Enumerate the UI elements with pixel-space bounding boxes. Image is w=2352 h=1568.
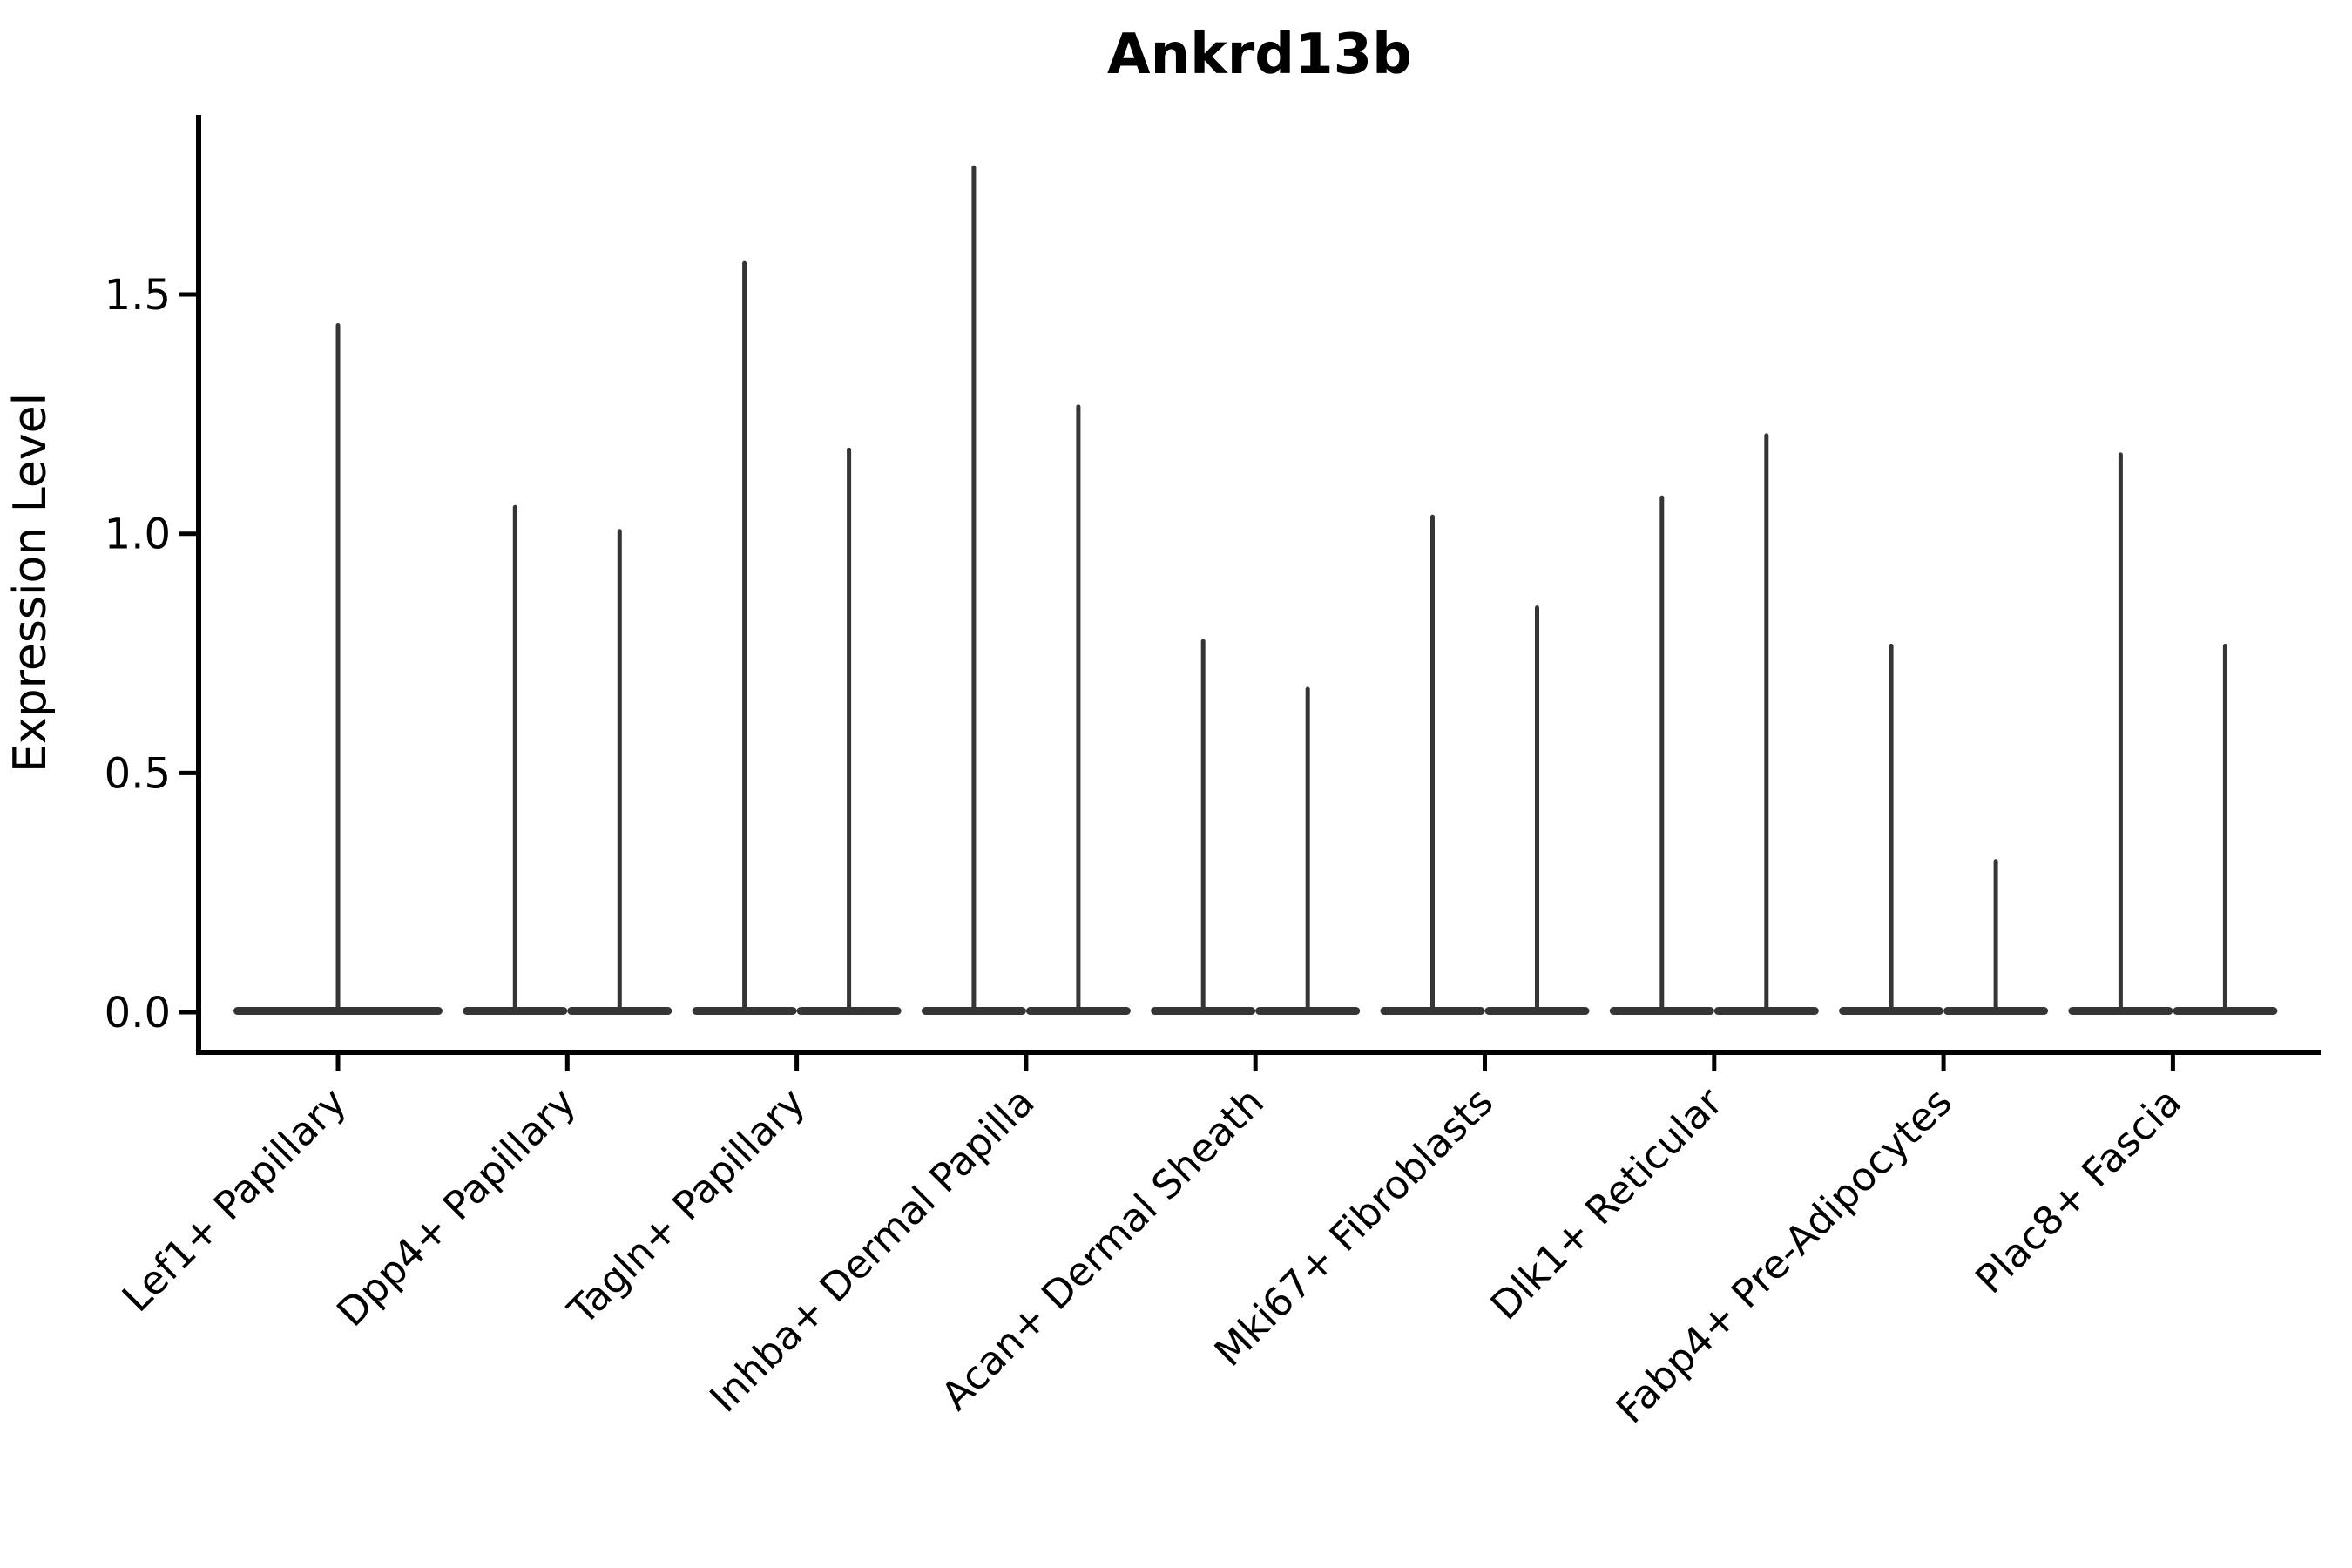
violins-layer xyxy=(233,165,2278,1015)
violin-spike xyxy=(971,165,977,1014)
y-tick-label: 0.0 xyxy=(105,989,171,1037)
x-tick-label: Lef1+ Papillary xyxy=(113,1078,355,1321)
y-axis-label: Expression Level xyxy=(4,393,57,773)
violin-spike xyxy=(2222,644,2227,1014)
y-tick-label: 1.0 xyxy=(105,510,171,559)
violin-spike xyxy=(847,447,852,1014)
violin-spike xyxy=(335,323,341,1014)
violin-spike xyxy=(742,260,747,1014)
violin-spike xyxy=(1764,433,1769,1014)
x-tick-label: Tagln+ Papillary xyxy=(558,1078,814,1334)
violin-spike xyxy=(2118,452,2123,1014)
x-tick-label: Plac8+ Fascia xyxy=(1966,1078,2190,1302)
chart-title: Ankrd13b xyxy=(1107,23,1412,87)
x-tick-label: Dlk1+ Reticular xyxy=(1482,1078,1732,1328)
violin-spike xyxy=(1993,859,1998,1014)
violin-spike xyxy=(617,529,622,1014)
x-tick-label: Dpp4+ Papillary xyxy=(328,1078,585,1335)
y-tick-label: 1.5 xyxy=(105,271,171,320)
violin-spike xyxy=(1200,639,1206,1014)
violin-spike xyxy=(1076,404,1081,1014)
y-axis: 0.0 0.5 1.0 1.5 xyxy=(105,115,201,1055)
violin-spike xyxy=(1305,686,1310,1014)
y-tick-label: 0.5 xyxy=(105,749,171,798)
violin-spike xyxy=(1659,495,1665,1014)
violin-spike xyxy=(1430,514,1435,1014)
violin-spike xyxy=(1535,605,1539,1014)
violin-spike xyxy=(512,504,517,1014)
violin-spike xyxy=(1889,644,1894,1014)
